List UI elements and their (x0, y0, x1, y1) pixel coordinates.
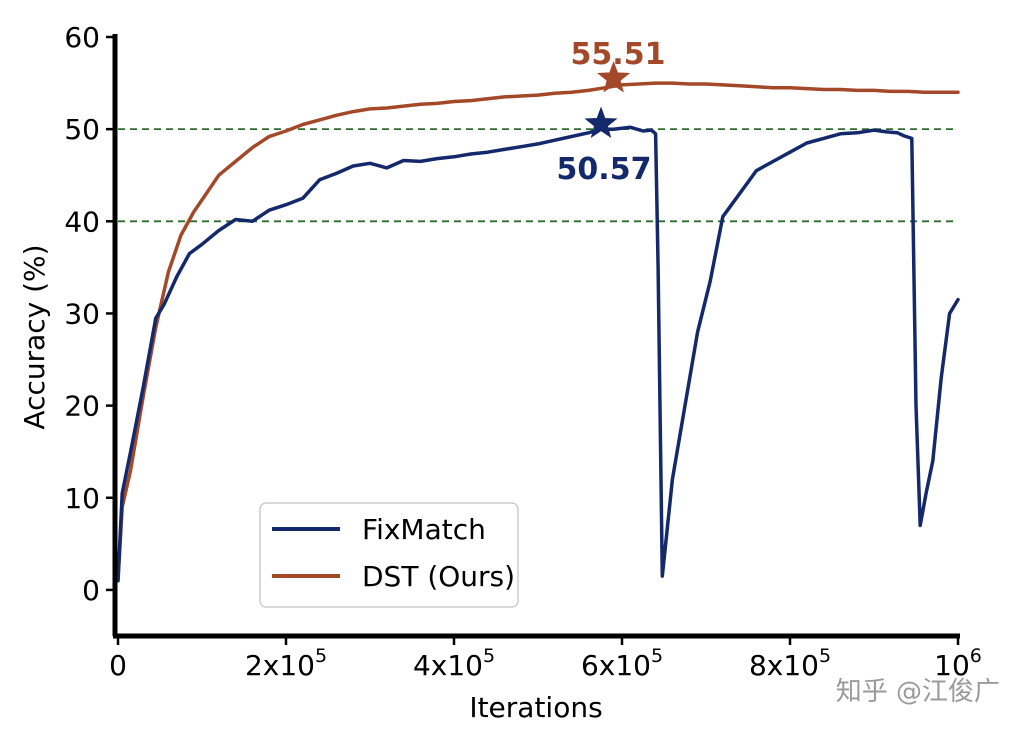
dst-peak-star (597, 60, 631, 93)
series-layer (116, 81, 960, 583)
x-tick-label: 2x105 (245, 645, 327, 682)
y-tick-label: 60 (64, 21, 100, 54)
y-tick-label: 0 (82, 574, 100, 607)
y-axis-label: Accuracy (%) (18, 244, 51, 429)
x-tick-label: 106 (934, 645, 982, 682)
y-tick-label: 50 (64, 113, 100, 146)
dst-peak-label: 55.51 (571, 37, 666, 72)
axes (112, 34, 960, 639)
x-axis-label: Iterations (469, 691, 602, 724)
x-tick-label: 8x105 (749, 645, 831, 682)
legend-label-dst: DST (Ours) (362, 560, 515, 593)
x-tick-label: 0 (109, 649, 127, 682)
watermark: 知乎 @江俊广 (836, 677, 1000, 707)
x-tick-label: 6x105 (581, 645, 663, 682)
y-ticks: 0 10 20 30 40 50 60 (64, 21, 115, 607)
legend-label-fixmatch: FixMatch (362, 513, 486, 546)
y-tick-label: 30 (64, 297, 100, 330)
y-tick-label: 40 (64, 205, 100, 238)
y-tick-label: 10 (64, 482, 100, 515)
x-ticks: 0 2x105 4x105 6x105 8x105 106 (109, 636, 982, 682)
x-tick-label: 4x105 (413, 645, 495, 682)
series-line-dst (116, 81, 960, 583)
legend: FixMatch DST (Ours) (259, 502, 519, 608)
reference-lines (118, 128, 958, 223)
y-tick-label: 20 (64, 390, 100, 423)
fixmatch-peak-label: 50.57 (557, 152, 652, 187)
series-line-fixmatch (116, 125, 960, 583)
fixmatch-peak-star (584, 106, 618, 138)
annotation-markers (584, 60, 631, 138)
